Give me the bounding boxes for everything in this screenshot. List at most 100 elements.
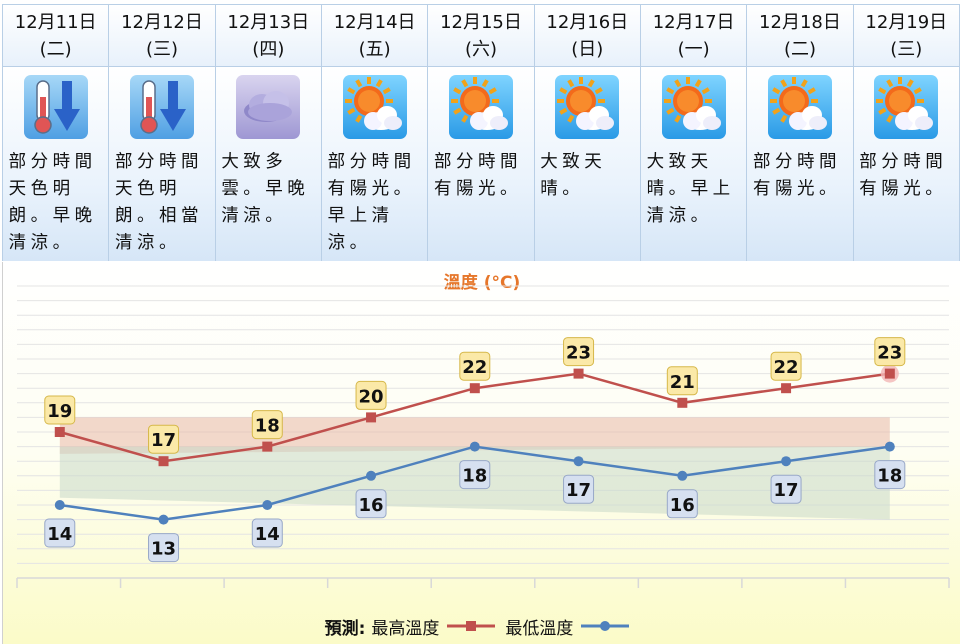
min-temp-label-box xyxy=(148,533,180,563)
sun-cloud-icon xyxy=(874,75,939,139)
day-header: 12月11日 (二) xyxy=(3,5,109,67)
max-temp-point xyxy=(677,397,688,408)
min-temp-label: 14 xyxy=(255,524,280,545)
max-temp-label: 18 xyxy=(255,416,280,437)
min-temp-point xyxy=(573,456,584,467)
day-description: 部分時間有陽光。早上清涼。 xyxy=(327,152,416,253)
day-description: 大致多雲。早晚清涼。 xyxy=(221,152,310,226)
day-body: 大致多雲。早晚清涼。 xyxy=(215,67,321,261)
min-temp-label: 18 xyxy=(462,466,487,487)
day-column: 12月16日 (日) 大致天晴。 xyxy=(534,5,641,261)
day-weekday: (五) xyxy=(358,38,391,60)
max-temp-label-box xyxy=(770,351,802,381)
max-temp-label: 22 xyxy=(462,357,487,378)
day-column: 12月15日 (六) 部分時間有陽光。 xyxy=(428,5,535,261)
min-temp-point xyxy=(677,470,688,481)
sun-cloud-icon xyxy=(448,75,513,139)
day-description: 大致天晴。早上清涼。 xyxy=(646,152,735,226)
day-weekday: (三) xyxy=(890,38,923,60)
legend-max: 最高溫度 xyxy=(371,614,496,639)
min-temp-point xyxy=(54,500,65,510)
chart-legend: 預測: 最高溫度 最低溫度 xyxy=(0,613,964,639)
day-description: 部分時間有陽光。 xyxy=(859,152,948,199)
min-temp-label: 17 xyxy=(774,480,799,501)
day-weekday: (二) xyxy=(39,38,72,60)
min-temp-label-box xyxy=(44,518,76,548)
min-temp-label-box xyxy=(251,518,283,548)
day-weekday: (二) xyxy=(783,38,816,60)
day-column: 12月13日 (四) 大致多雲。早晚清涼。 xyxy=(215,5,322,261)
min-temp-label: 16 xyxy=(359,495,384,516)
max-temp-point xyxy=(158,456,169,467)
max-temp-point xyxy=(469,383,480,394)
max-temp-label-box xyxy=(251,410,283,440)
temperature-chart: 溫度 (°C) 19 17 18 20 22 23 21 22 23 14 13 14 16 18 17 16… xyxy=(2,262,960,644)
min-temp-label-box xyxy=(770,474,802,504)
day-weekday: (六) xyxy=(464,38,497,60)
min-temp-label-box xyxy=(459,460,491,490)
min-temp-label-box xyxy=(666,489,698,519)
day-header: 12月15日 (六) xyxy=(428,5,534,67)
min-temp-point xyxy=(884,441,895,452)
day-column: 12月12日 (三) 部分時間天色明朗。相當清涼。 xyxy=(109,5,216,261)
max-temp-label: 20 xyxy=(359,386,384,407)
day-date: 12月15日 xyxy=(440,11,522,33)
min-temp-point xyxy=(262,500,273,510)
day-weekday: (四) xyxy=(252,38,285,60)
day-date: 12月18日 xyxy=(759,11,841,33)
day-column: 12月14日 (五) 部分時間有陽光。早上清涼。 xyxy=(321,5,429,261)
max-temp-label-box xyxy=(459,351,491,381)
sun-cloud-icon xyxy=(555,75,620,139)
day-header: 12月18日 (二) xyxy=(747,5,853,67)
max-temp-point xyxy=(884,368,895,379)
max-temp-label: 23 xyxy=(877,343,902,364)
day-description: 部分時間天色明朗。早晚清涼。 xyxy=(8,152,97,253)
cold-thermometer-arrow-icon xyxy=(23,75,88,139)
chart-svg: 19 17 18 20 22 23 21 22 23 14 13 14 16 18 17 16 17 18 xyxy=(16,285,950,588)
day-column: 12月17日 (一) 大致天晴。早上清涼。 xyxy=(640,5,748,261)
day-header: 12月12日 (三) xyxy=(109,5,215,67)
min-temp-label-box xyxy=(355,489,387,519)
day-date: 12月11日 xyxy=(14,11,97,33)
legend-min-swatch xyxy=(581,621,630,631)
max-temp-label: 21 xyxy=(670,372,695,393)
max-temp-label-box xyxy=(666,366,698,396)
min-temp-point xyxy=(158,514,169,525)
day-date: 12月13日 xyxy=(227,11,310,33)
chart-title: 溫度 (°C) xyxy=(443,273,521,293)
day-description: 部分時間有陽光。 xyxy=(433,152,522,199)
legend-max-swatch xyxy=(447,621,496,631)
day-description: 部分時間天色明朗。相當清涼。 xyxy=(114,152,203,253)
day-body: 大致天晴。 xyxy=(534,67,640,261)
min-temp-point xyxy=(366,470,377,481)
legend-min-label: 最低溫度 xyxy=(505,618,574,639)
day-body: 部分時間天色明朗。相當清涼。 xyxy=(109,67,215,261)
max-temp-point xyxy=(573,368,584,379)
day-weekday: (日) xyxy=(571,38,604,60)
day-date: 12月17日 xyxy=(652,11,735,33)
day-body: 部分時間有陽光。 xyxy=(428,67,534,261)
min-temp-label-box xyxy=(563,474,595,504)
forecast-table: 12月11日 (二) 部分時間天色明朗。早晚清涼。 12月12日 (三) 部分時間天色明朗… xyxy=(2,4,960,261)
min-temp-point xyxy=(469,441,480,452)
day-column: 12月11日 (二) 部分時間天色明朗。早晚清涼。 xyxy=(3,5,110,261)
legend-prefix: 預測: xyxy=(324,618,366,639)
day-header: 12月17日 (一) xyxy=(640,5,747,67)
min-temp-label: 17 xyxy=(566,480,591,501)
max-temp-label-box xyxy=(355,380,387,410)
day-body: 部分時間有陽光。早上清涼。 xyxy=(321,67,428,261)
day-header: 12月16日 (日) xyxy=(534,5,640,67)
max-temp-label-box xyxy=(563,337,595,367)
day-description: 大致天晴。 xyxy=(540,152,607,199)
cloudy-icon xyxy=(236,75,301,139)
day-body: 部分時間有陽光。 xyxy=(747,67,853,261)
max-temp-label: 19 xyxy=(47,401,72,422)
legend-max-label: 最高溫度 xyxy=(371,618,440,639)
sun-cloud-icon xyxy=(661,75,726,139)
day-header: 12月13日 (四) xyxy=(215,5,321,67)
max-temp-label-box xyxy=(148,424,180,454)
max-temp-point xyxy=(262,441,273,452)
day-body: 部分時間天色明朗。早晚清涼。 xyxy=(3,67,109,261)
day-column: 12月18日 (二) 部分時間有陽光。 xyxy=(747,5,854,261)
day-description: 部分時間有陽光。 xyxy=(752,152,841,199)
